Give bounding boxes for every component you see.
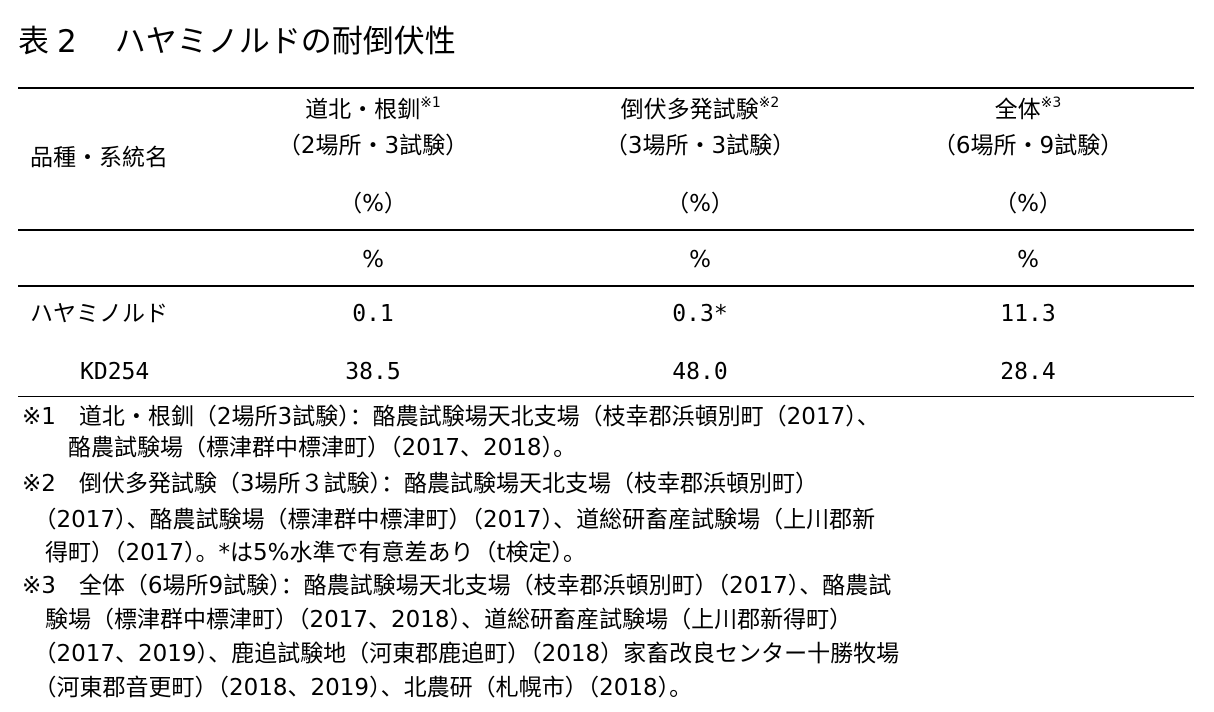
table-row-name-1: ハヤミノルド — [30, 301, 168, 327]
table-cell-r2-c3: 28.4 — [1000, 359, 1056, 385]
header-col1-name: 道北・根釧※1 — [305, 95, 441, 123]
footnote-line-8: （2017、2019）、鹿追試験地（河東郡鹿追町）（2018）家畜改良センター十… — [22, 641, 900, 667]
table-row-name-2: KD254 — [80, 359, 150, 385]
header-col1-detail: （2場所・3試験） — [277, 133, 469, 159]
header-col2-name: 倒伏多発試験※2 — [620, 95, 780, 123]
footnote-line-9: （河東郡音更町）（2018、2019）、北農研（札幌市）（2018）。 — [22, 675, 693, 701]
footnote-line-7: 験場（標津群中標津町）（2017、2018）、道総研畜産試験場（上川郡新得町） — [22, 607, 853, 633]
table-cell-r1-c3: 11.3 — [1000, 301, 1056, 327]
table-title-text: ハヤミノルドの耐倒伏性 — [114, 24, 456, 60]
header-col2-detail: （3場所・3試験） — [604, 133, 796, 159]
unit-col3: % — [1017, 247, 1039, 273]
footnote-line-5: 得町）（2017）。*は5%水準で有意差あり（t検定）。 — [22, 540, 587, 566]
table-title: 表 2 ハヤミノルドの耐倒伏性 — [18, 16, 456, 61]
unit-col2: % — [689, 247, 711, 273]
header-row-label: 品種・系統名 — [30, 145, 168, 171]
table-title-label: 表 — [18, 24, 49, 60]
footnote-line-1: ※1 道北・根釧（2場所3試験）：酪農試験場天北支場（枝幸郡浜頓別町（2017）… — [22, 404, 880, 430]
header-col1-unit: （%） — [339, 191, 407, 217]
header-col3-name: 全体※3 — [994, 95, 1062, 123]
header-col2-note: ※2 — [758, 95, 780, 111]
table-number: 2 — [57, 24, 77, 60]
footnote-line-2: 酪農試験場（標津群中標津町）（2017、2018）。 — [22, 435, 577, 461]
table-cell-r2-c1: 38.5 — [345, 359, 401, 385]
footnote-line-3: ※2 倒伏多発試験（3場所３試験）：酪農試験場天北支場（枝幸郡浜頓別町） — [22, 471, 819, 497]
header-col3-note: ※3 — [1040, 95, 1062, 111]
footnote-line-6: ※3 全体（6場所9試験）：酪農試験場天北支場（枝幸郡浜頓別町）（2017）、酪… — [22, 573, 892, 599]
header-col3-unit: （%） — [994, 191, 1062, 217]
header-rule — [18, 229, 1194, 231]
unit-col1: % — [362, 247, 384, 273]
header-col3-detail: （6場所・9試験） — [932, 133, 1124, 159]
header-col2-unit: （%） — [666, 191, 734, 217]
unit-rule — [18, 285, 1194, 287]
footnote-line-4: （2017）、酪農試験場（標津群中標津町）（2017）、道総研畜産試験場（上川郡… — [22, 507, 876, 533]
table-cell-r1-c1: 0.1 — [352, 301, 394, 327]
table-cell-r1-c2: 0.3* — [672, 301, 728, 327]
header-col1-note: ※1 — [420, 95, 441, 111]
bottom-rule — [18, 396, 1194, 397]
table-cell-r2-c2: 48.0 — [672, 359, 728, 385]
top-rule — [18, 87, 1194, 89]
